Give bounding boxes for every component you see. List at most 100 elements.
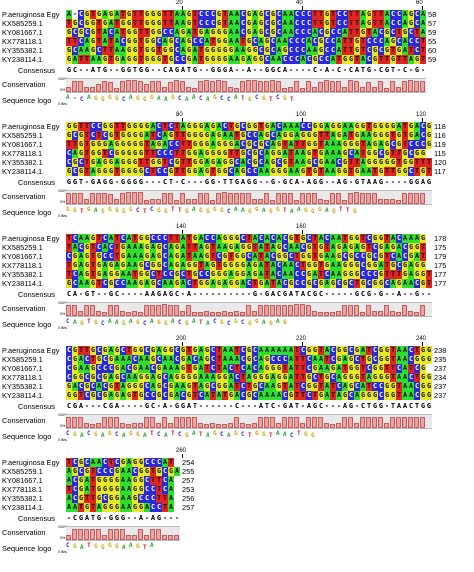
conservation-bar (72, 529, 77, 540)
residue-cell: A (276, 346, 282, 355)
conservation-bar (138, 192, 143, 204)
residue-cell: C (300, 46, 306, 55)
conservation-bar (144, 200, 149, 204)
residue-cell: C (252, 391, 258, 400)
residue-cell: A (258, 270, 264, 279)
residue-cell: G (300, 252, 306, 261)
consensus-char: A (72, 290, 78, 298)
residue-cell: G (144, 270, 150, 279)
residue-cell: A (312, 355, 318, 364)
consensus-char: A (150, 290, 156, 298)
residue-cell: C (402, 252, 408, 261)
logo-letter: G (199, 207, 203, 214)
residue-cell: G (234, 279, 240, 288)
residue-cell: C (72, 458, 78, 467)
residue-cell: C (300, 279, 306, 288)
consensus-char: - (192, 178, 198, 186)
residue-cell: G (66, 122, 72, 131)
consensus-char: G (108, 178, 114, 186)
residue-cell: G (378, 364, 384, 373)
conservation-bar (114, 88, 119, 92)
residue-cell: G (72, 373, 78, 382)
residue-cell: A (330, 149, 336, 158)
residue-cell: A (84, 364, 90, 373)
residue-cell: G (306, 382, 312, 391)
residue-cell: A (180, 19, 186, 28)
residue-cell: G (312, 140, 318, 149)
conservation-bar (312, 193, 317, 204)
sequence-end-position: 177 (434, 270, 447, 279)
residue-cell: C (408, 373, 414, 382)
conservation-bar (414, 417, 419, 428)
residue-cell: G (360, 122, 366, 131)
residue-cell: T (138, 158, 144, 167)
residue-cell: G (180, 355, 186, 364)
residue-cell: C (276, 10, 282, 19)
residue-cell: C (312, 158, 318, 167)
residue-cell: G (378, 346, 384, 355)
residue-cell: A (360, 10, 366, 19)
residue-cell: T (324, 243, 330, 252)
residue-cell: C (162, 373, 168, 382)
consensus-char: G (102, 66, 108, 74)
sequence-name: KX778118.1 (2, 149, 43, 158)
residue-cell: T (240, 373, 246, 382)
logo-letter: C (157, 431, 161, 438)
residue-cell: G (156, 10, 162, 19)
residue-cell: A (318, 234, 324, 243)
residue-cell: C (324, 270, 330, 279)
consensus-char: C (276, 66, 282, 74)
logo-letter: G (304, 207, 308, 214)
position-tick-label: 80 (176, 112, 183, 118)
logo-letter: A (297, 206, 301, 213)
conservation-bar (366, 193, 371, 204)
residue-cell: C (366, 279, 372, 288)
logo-letter: G (248, 96, 252, 103)
residue-cell: A (198, 149, 204, 158)
residue-cell: C (78, 467, 84, 476)
residue-cell: C (396, 19, 402, 28)
residue-cell: A (270, 55, 276, 64)
residue-cell: G (348, 261, 354, 270)
residue-cell: T (138, 19, 144, 28)
consensus-char: - (336, 402, 342, 410)
residue-cell: A (168, 494, 174, 503)
logo-letter: A (262, 207, 266, 214)
consensus-char: - (156, 66, 162, 74)
logo-letter: T (143, 544, 147, 551)
residue-cell: A (264, 252, 270, 261)
logo-letter: C (241, 431, 245, 438)
residue-cell: C (162, 476, 168, 485)
residue-cell: T (426, 279, 432, 288)
logo-letter: C (255, 94, 259, 101)
consensus-char: T (222, 178, 228, 186)
residue-cell: T (288, 149, 294, 158)
sequence-name: KY081667.1 (2, 364, 43, 373)
consensus-char: G (96, 514, 102, 522)
residue-cell: G (222, 270, 228, 279)
residue-cell: C (378, 382, 384, 391)
residue-cell: A (78, 279, 84, 288)
consensus-char: - (156, 402, 162, 410)
residue-cell: G (372, 55, 378, 64)
residue-cell: G (126, 131, 132, 140)
residue-cell: G (102, 373, 108, 382)
residue-cell: G (90, 28, 96, 37)
residue-cell: A (324, 346, 330, 355)
residue-cell: C (252, 355, 258, 364)
residue-cell: A (288, 261, 294, 270)
consensus-char: A (420, 178, 426, 186)
residue-cell: A (66, 476, 72, 485)
residue-cell: A (84, 485, 90, 494)
conservation-bar (78, 311, 83, 316)
residue-cell: C (102, 279, 108, 288)
residue-cell: G (336, 346, 342, 355)
residue-cell: G (144, 10, 150, 19)
consensus-char: - (408, 290, 414, 298)
residue-cell: G (222, 382, 228, 391)
consensus-char: - (210, 290, 216, 298)
residue-cell: T (294, 252, 300, 261)
residue-cell: T (132, 391, 138, 400)
residue-cell: T (72, 140, 78, 149)
conservation-bar (192, 88, 197, 92)
